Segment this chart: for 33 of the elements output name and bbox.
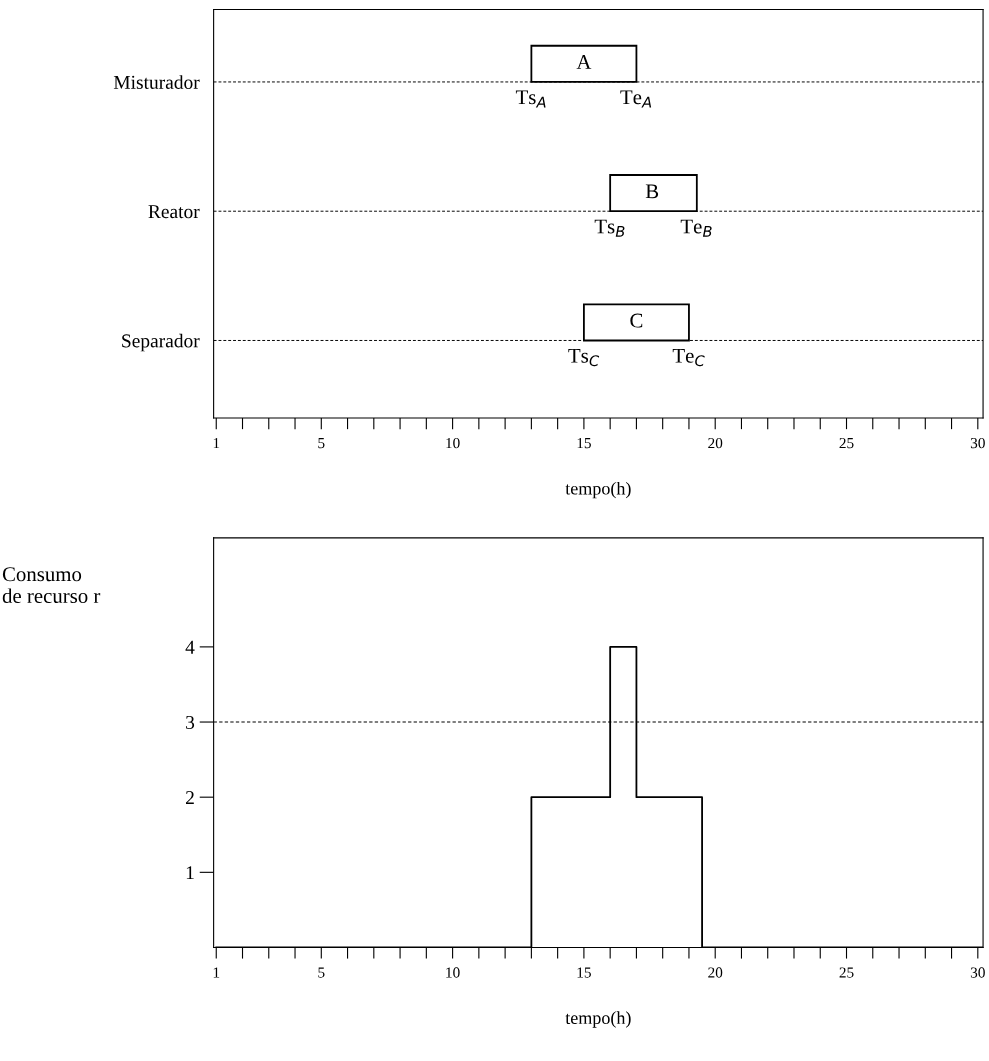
annotation: B [645,184,659,199]
x-tick-label: 25 [839,437,854,449]
x-tick-label: 1 [213,967,220,978]
annotation: C [630,313,643,328]
x-axis-title: tempo(h) [565,1011,631,1028]
y-tick-label: 2 [186,791,194,804]
y-tick-label: 3 [186,715,195,729]
y-axis-title: Consumo de recurso r [2,567,101,604]
x-tick-label: 30 [970,967,985,978]
x-tick-label: 10 [446,437,460,449]
x-tick-label: 20 [708,437,723,449]
x-axis-title: tempo(h) [565,481,631,499]
annotation: Te$_{B}$ [680,219,712,237]
x-tick-label: 10 [446,967,460,978]
y-tick-label: Reator [148,205,200,219]
x-tick-label: 5 [318,967,325,978]
y-tick-label: Separador [122,333,200,352]
y-tick-label: 1 [186,866,194,880]
y-tick-label: 4 [185,640,195,654]
x-tick-label: 30 [970,437,985,449]
x-tick-label: 20 [708,967,723,978]
x-tick-label: 1 [213,437,220,449]
annotation: A [576,55,592,69]
annotation: Ts$_{C}$ [568,348,600,367]
x-tick-label: 15 [577,437,591,449]
annotation: Te$_{A}$ [620,90,652,108]
x-tick-label: 25 [839,967,854,978]
annotation: Ts$_{A}$ [515,90,546,108]
x-tick-label: 15 [577,967,591,978]
x-tick-label: 5 [318,438,325,449]
annotation: Te$_{C}$ [672,348,705,367]
annotation: Ts$_{B}$ [594,219,625,237]
y-tick-label: Misturador [113,75,200,89]
